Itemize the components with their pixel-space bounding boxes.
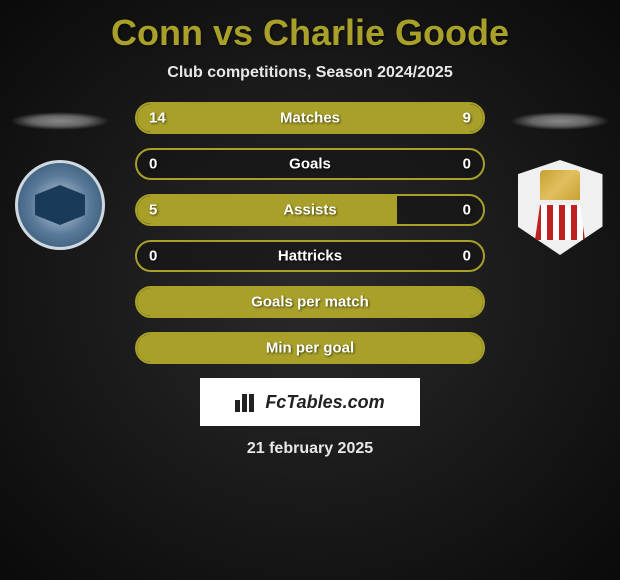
- date-text: 21 february 2025: [0, 440, 620, 458]
- stat-value-right: 0: [463, 202, 471, 219]
- left-player-column: [10, 112, 110, 312]
- stat-label: Hattricks: [278, 248, 342, 265]
- stat-value-left: 14: [149, 110, 166, 127]
- watermark-text: FcTables.com: [265, 392, 384, 413]
- stat-label: Goals per match: [251, 294, 369, 311]
- stats-container: 14 Matches 9 0 Goals 0 5 Assists 0 0 Hat…: [135, 102, 485, 364]
- stat-label: Goals: [289, 156, 331, 173]
- stat-value-left: 0: [149, 248, 157, 265]
- player-left-silhouette: [10, 112, 110, 130]
- stat-fill-left: [137, 196, 397, 224]
- stat-row-assists: 5 Assists 0: [135, 194, 485, 226]
- right-player-column: [510, 112, 610, 312]
- watermark-badge: FcTables.com: [200, 378, 420, 426]
- stat-label: Assists: [283, 202, 336, 219]
- page-subtitle: Club competitions, Season 2024/2025: [0, 64, 620, 82]
- content-area: 14 Matches 9 0 Goals 0 5 Assists 0 0 Hat…: [0, 102, 620, 458]
- chart-icon: [235, 392, 259, 412]
- player-right-silhouette: [510, 112, 610, 130]
- club-badge-right: [518, 160, 603, 255]
- stat-row-min-per-goal: Min per goal: [135, 332, 485, 364]
- stat-row-goals: 0 Goals 0: [135, 148, 485, 180]
- stat-row-goals-per-match: Goals per match: [135, 286, 485, 318]
- stat-value-right: 0: [463, 156, 471, 173]
- stat-row-hattricks: 0 Hattricks 0: [135, 240, 485, 272]
- stat-value-right: 9: [463, 110, 471, 127]
- page-title: Conn vs Charlie Goode: [0, 0, 620, 54]
- stat-value-right: 0: [463, 248, 471, 265]
- stat-value-left: 0: [149, 156, 157, 173]
- stat-label: Min per goal: [266, 340, 354, 357]
- stat-value-left: 5: [149, 202, 157, 219]
- club-badge-left: [15, 160, 105, 250]
- stat-label: Matches: [280, 110, 340, 127]
- stat-row-matches: 14 Matches 9: [135, 102, 485, 134]
